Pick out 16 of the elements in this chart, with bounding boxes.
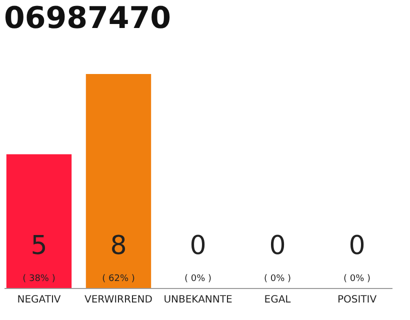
annotation: ( 0% )	[184, 274, 212, 284]
chart-title: 06987470	[4, 1, 171, 36]
annotation: ( 62% )	[102, 274, 135, 284]
annotation: ( 38% )	[22, 274, 56, 284]
x-tick-label: UNBEKANNTE	[164, 294, 232, 306]
data-label: 0	[348, 231, 366, 261]
annotation: ( 0% )	[264, 274, 292, 284]
x-tick-label: NEGATIV	[17, 294, 61, 306]
x-tick-label: EGAL	[264, 294, 292, 306]
data-label: 0	[269, 231, 286, 261]
x-tick-label: VERWIRREND	[84, 294, 153, 306]
data-label: 0	[190, 231, 206, 261]
data-label: 8	[110, 231, 127, 261]
annotation: ( 0% )	[344, 274, 371, 284]
data-label: 5	[30, 231, 48, 261]
x-tick-label: POSITIV	[337, 294, 377, 306]
